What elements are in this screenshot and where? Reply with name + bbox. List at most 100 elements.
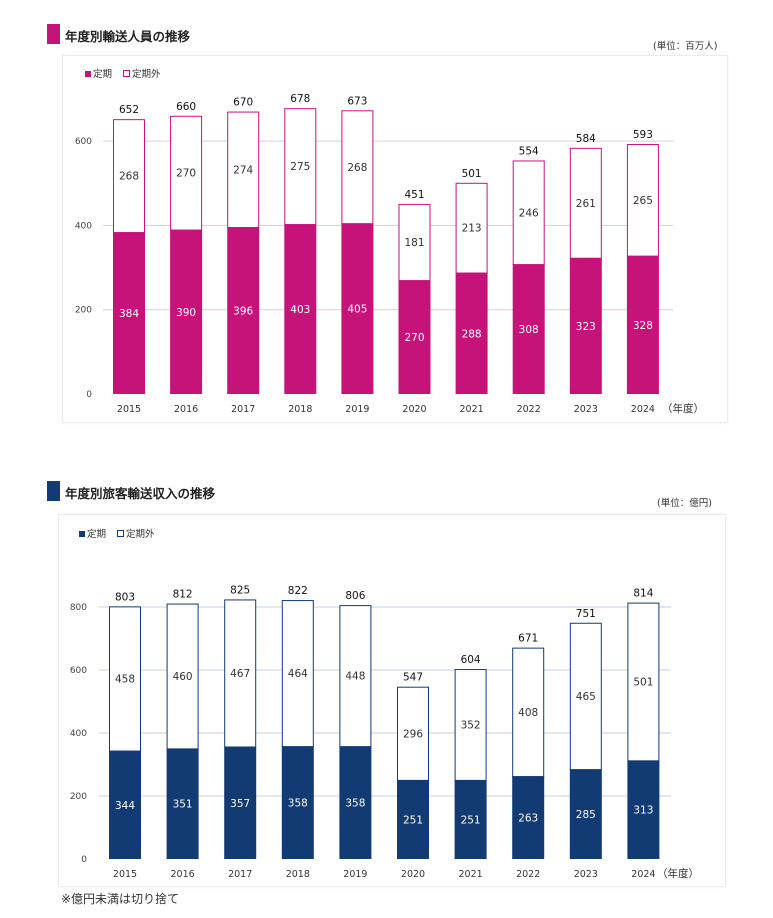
bar-segment-regular [626,255,659,394]
data-label-total: 806 [345,590,365,602]
x-tick-label: 2024 [631,869,655,880]
y-tick-label: 800 [70,603,87,613]
data-label-regular: 270 [404,332,424,344]
x-tick-label: 2023 [574,869,598,880]
y-tick-label: 400 [70,729,87,739]
section2-title-marker [47,481,60,501]
legend-label-nonregular: 定期外 [126,529,155,540]
legend-swatch-nonregular [123,70,131,77]
x-tick-label: 2024 [631,404,655,415]
x-tick-label: 2020 [401,869,425,880]
data-label-nonregular: 465 [576,691,596,703]
data-label-total: 678 [290,93,310,105]
data-label-total: 751 [576,608,596,620]
bar-segment-regular [166,748,199,859]
data-label-total: 673 [347,95,367,107]
x-tick-label: 2016 [171,869,195,880]
revenue-chart-panel: 定期 定期外 0 200 400 600 800 344 458 803 2015 351 460 8… [58,514,726,887]
data-label-nonregular: 448 [345,671,365,683]
section1-title: 年度別輸送人員の推移 [65,29,191,44]
data-label-nonregular: 274 [233,164,253,176]
bar-segment-regular [454,779,487,859]
bar-segment-nonregular [227,111,260,229]
y-tick-label: 0 [81,855,87,865]
data-label-regular: 263 [518,813,538,825]
data-label-total: 814 [633,588,653,600]
x-tick-label: 2018 [288,404,312,415]
bar-segment-nonregular [224,599,257,748]
x-tick-label: 2016 [174,404,198,415]
bar-segment-regular [224,746,257,859]
data-label-regular: 351 [173,799,193,811]
bar-segment-nonregular [569,622,602,771]
data-label-nonregular: 352 [461,719,481,731]
x-tick-label: 2017 [228,869,252,880]
data-label-nonregular: 181 [404,237,424,249]
data-label-regular: 358 [345,798,365,810]
bar-segment-nonregular [109,606,141,752]
bar-segment-regular [455,272,488,394]
x-tick-label: 2017 [231,404,255,415]
revenue-legend: 定期 定期外 [79,526,163,540]
bar-segment-regular [398,280,431,394]
bar-segment-regular [627,760,660,859]
bar-segment-nonregular [113,119,145,234]
section1-title-marker [47,24,60,44]
data-label-total: 652 [119,104,139,116]
data-label-regular: 403 [290,304,310,316]
data-label-total: 660 [176,101,196,113]
x-tick-label: 2020 [402,404,426,415]
data-label-regular: 396 [233,306,253,318]
data-label-regular: 251 [461,814,481,826]
x-tick-label: 2019 [343,869,367,880]
y-tick-label: 400 [75,221,92,231]
bar-segment-nonregular [512,160,545,266]
data-label-regular: 328 [633,320,653,332]
y-tick-label: 200 [75,306,92,316]
legend-swatch-regular [85,70,91,77]
x-tick-label: 2023 [574,404,598,415]
data-label-regular: 323 [576,321,596,333]
bar-segment-regular [569,769,602,859]
bar-segment-nonregular [166,603,199,750]
bar-segment-regular [113,232,145,394]
bar-segment-nonregular [627,602,660,762]
bar-segment-regular [512,264,545,394]
data-label-nonregular: 213 [462,223,482,235]
x-tick-label: 2021 [459,869,483,880]
data-label-nonregular: 458 [115,674,135,686]
y-tick-label: 600 [70,666,87,676]
legend-label-nonregular: 定期外 [132,69,161,80]
x-tick-label: 2022 [517,404,541,415]
section2-title: 年度別旅客輸送収入の推移 [65,486,216,501]
legend-swatch-nonregular [117,530,125,537]
bar-segment-nonregular [569,147,602,259]
bar-segment-nonregular [341,110,374,225]
legend-label-regular: 定期 [93,69,113,80]
data-label-total: 812 [173,589,193,601]
legend-item-regular: 定期 [85,66,112,80]
data-label-total: 501 [462,168,482,180]
y-tick-label: 200 [70,792,87,802]
legend-swatch-regular [79,530,85,537]
data-label-total: 554 [519,145,539,157]
data-label-regular: 357 [230,798,250,810]
x-tick-label: 2022 [516,869,540,880]
data-label-nonregular: 408 [518,707,538,719]
bar-segment-regular [281,746,314,859]
data-label-nonregular: 467 [230,668,250,680]
ridership-chart: 0 200 400 600 384 268 652 2015 390 270 660 2016 396 2… [75,93,704,415]
data-label-total: 670 [233,97,253,109]
data-label-nonregular: 265 [633,195,653,207]
ridership-legend: 定期 定期外 [85,66,169,80]
bar-segment-nonregular [455,182,488,274]
data-label-total: 822 [288,585,308,597]
footnote: ※億円未満は切り捨て [61,892,180,906]
data-label-total: 584 [576,133,596,145]
bar-segment-regular [341,223,374,394]
revenue-chart: 0 200 400 600 800 344 458 803 2015 351 460 812 2016 3… [70,584,699,880]
data-label-total: 593 [633,129,653,141]
x-tick-label: 2015 [113,869,137,880]
bar-segment-nonregular [397,686,429,781]
data-label-total: 803 [115,591,135,603]
